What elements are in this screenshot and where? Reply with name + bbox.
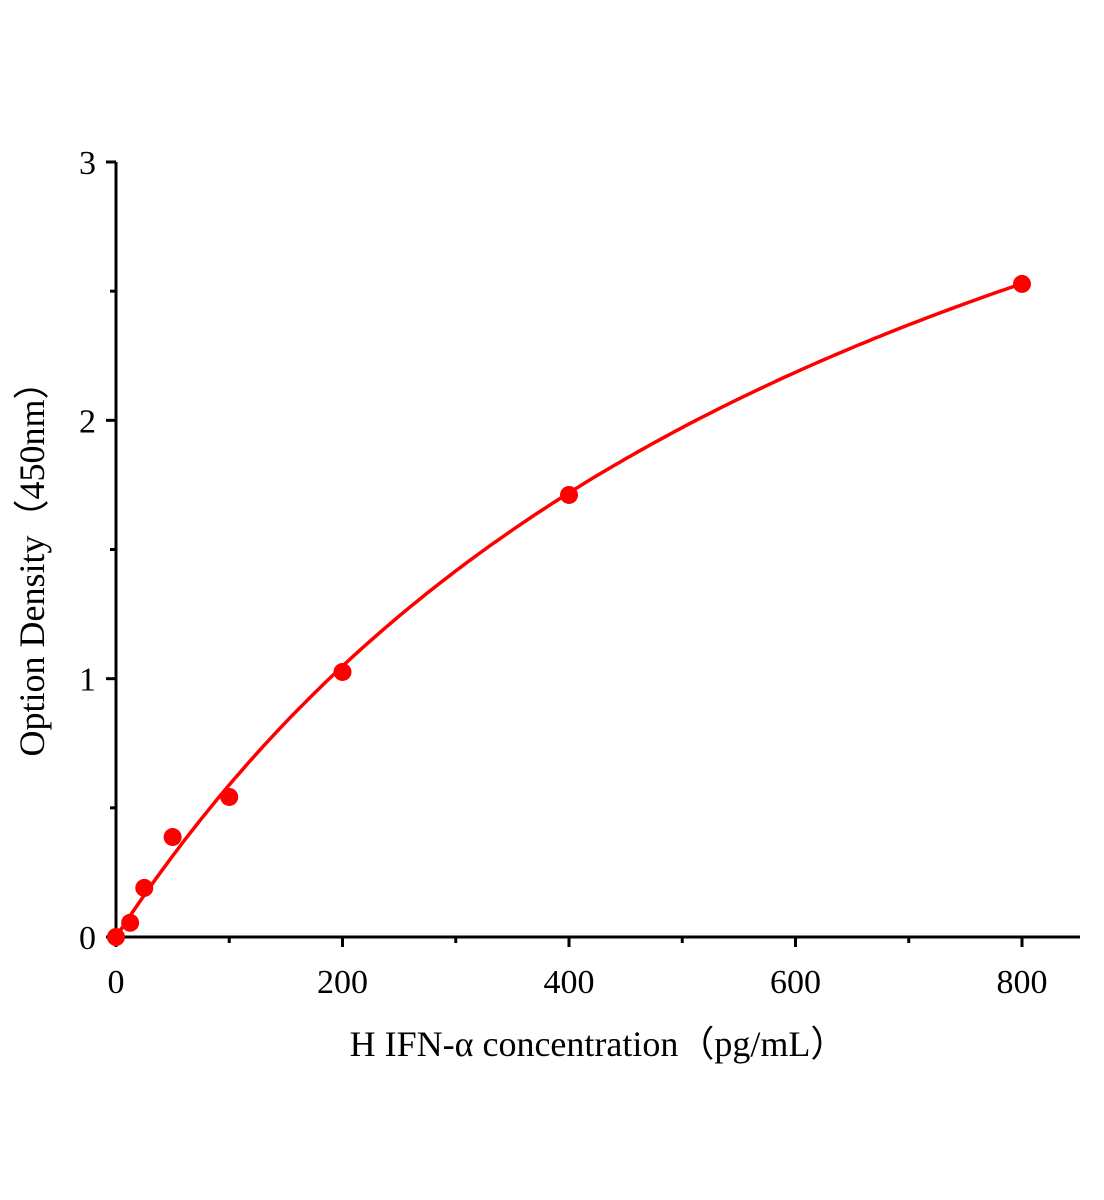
data-point	[333, 662, 352, 681]
ticks: 0 200 400 600 800 0 1 2 3	[79, 145, 1048, 1001]
data-points	[107, 274, 1031, 946]
x-tick-label: 0	[108, 964, 125, 1001]
data-point	[121, 913, 140, 932]
y-tick-label: 0	[79, 920, 96, 957]
y-tick-label: 2	[79, 403, 96, 440]
x-tick-label: 200	[317, 964, 368, 1001]
y-tick-label: 3	[79, 145, 96, 182]
data-point	[1013, 274, 1031, 293]
axes	[114, 162, 1080, 939]
x-axis-label: H IFN-α concentration（pg/mL）	[350, 1024, 847, 1064]
data-point	[163, 828, 182, 847]
data-point	[135, 878, 154, 897]
x-tick-label: 400	[544, 964, 595, 1001]
data-point	[107, 928, 125, 946]
y-tick-label: 1	[79, 662, 96, 699]
data-point	[220, 787, 239, 806]
x-tick-label: 600	[770, 964, 821, 1001]
data-point	[560, 485, 578, 504]
fit-curve	[114, 281, 1023, 938]
x-tick-label: 800	[997, 964, 1048, 1001]
y-axis-label: Option Density（450nm）	[12, 364, 52, 757]
